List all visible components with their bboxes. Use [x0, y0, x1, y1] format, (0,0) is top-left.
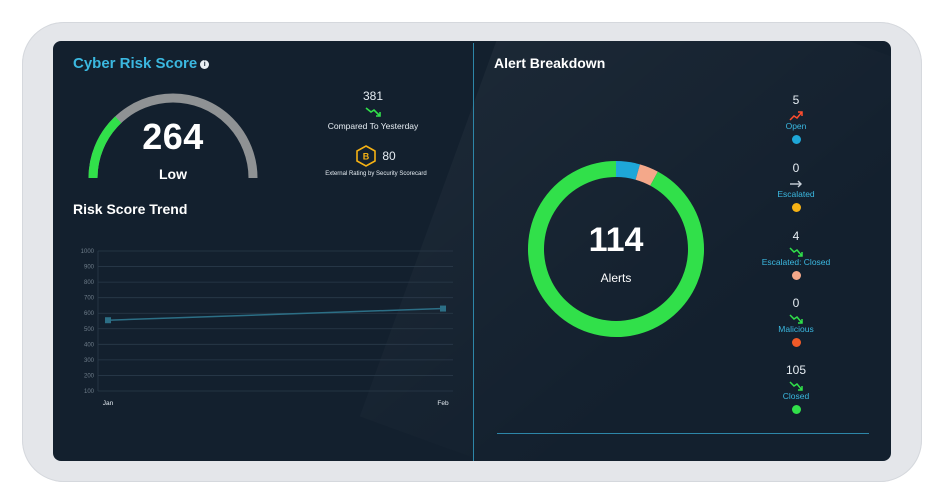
cyber-risk-panel: Cyber Risk Score i 264 Low 381 Compared T… [53, 41, 473, 461]
donut-slice-closed[interactable] [528, 161, 704, 337]
x-tick-label: Feb [437, 400, 449, 407]
alert-breakdown-title: Alert Breakdown [494, 55, 606, 71]
compared-to-yesterday: 381 Compared To Yesterday [308, 89, 438, 131]
hexagon-badge-icon: B [356, 145, 377, 167]
risk-trend-title: Risk Score Trend [73, 201, 188, 217]
y-tick-label: 1000 [81, 249, 95, 255]
risk-score-value: 264 [142, 116, 204, 157]
y-tick-label: 100 [84, 389, 95, 395]
legend-item-escalated[interactable]: 0 Escalated [736, 161, 856, 212]
y-tick-label: 800 [84, 280, 95, 286]
trend-down-icon [789, 247, 803, 257]
y-tick-label: 300 [84, 358, 95, 364]
y-tick-label: 200 [84, 373, 95, 379]
legend-label: Escalated: Closed [761, 257, 831, 267]
trend-point[interactable] [440, 305, 446, 312]
legend-color-dot [791, 203, 801, 212]
trend-line [107, 307, 444, 321]
y-tick-label: 900 [84, 265, 95, 271]
legend-count: 5 [792, 93, 800, 107]
compared-value: 381 [362, 89, 384, 103]
legend-count: 105 [785, 363, 807, 377]
cyber-risk-title: Cyber Risk Score i [73, 55, 210, 72]
trend-down-icon [789, 314, 803, 324]
alert-total-label: Alerts [600, 271, 632, 285]
legend-item-open[interactable]: 5 Open [736, 93, 856, 144]
alert-breakdown-panel: Alert Breakdown 114 Alerts 5 Open 0 Escalat… [474, 41, 891, 461]
legend-item-escalated-closed[interactable]: 4 Escalated: Closed [736, 229, 856, 280]
trend-up-icon [789, 111, 803, 121]
trend-flat-icon [790, 180, 802, 188]
legend-label: Closed [782, 391, 810, 401]
trend-down-icon [789, 381, 803, 391]
legend-item-malicious[interactable]: 0 Malicious [736, 296, 856, 347]
legend-label: Malicious [778, 324, 814, 334]
panel-divider [473, 43, 474, 461]
gauge-fill [88, 116, 122, 179]
alert-total: 114 [588, 221, 644, 259]
cyber-risk-title-text: Cyber Risk Score [73, 55, 198, 72]
legend-color-dot [791, 135, 801, 144]
panel-bottom-rule [497, 433, 869, 434]
alert-donut-chart [528, 161, 704, 337]
y-tick-label: 500 [84, 327, 95, 333]
rating-value: 80 [382, 149, 396, 163]
compared-label: Compared To Yesterday [327, 121, 419, 131]
legend-label: Open [785, 121, 807, 131]
rating-label: External Rating by Security Scorecard [325, 171, 427, 177]
risk-gauge [88, 93, 258, 179]
risk-score-trend-chart: 100 200 300 400 500 600 700 800 900 1000 Jan Feb [81, 249, 453, 407]
legend-color-dot [791, 405, 801, 414]
legend-item-closed[interactable]: 105 Closed [736, 363, 856, 414]
external-rating: B 80 External Rating by Security Scoreca… [301, 145, 451, 177]
y-tick-label: 700 [84, 296, 95, 302]
legend-count: 0 [792, 161, 800, 175]
dashboard-screen: Cyber Risk Score i 264 Low 381 Compared T… [53, 41, 891, 461]
trend-down-icon [308, 105, 438, 119]
rating-grade: B [363, 152, 370, 162]
donut-slice-open[interactable] [615, 161, 640, 180]
y-tick-label: 400 [84, 342, 95, 348]
x-tick-label: Jan [103, 400, 114, 407]
legend-count: 0 [792, 296, 800, 310]
donut-slice-escalated-closed[interactable] [635, 164, 658, 186]
legend-color-dot [791, 271, 801, 280]
info-icon[interactable]: i [200, 59, 210, 69]
legend-color-dot [791, 338, 801, 347]
legend-count: 4 [792, 229, 800, 243]
y-tick-label: 600 [84, 311, 95, 317]
risk-level-label: Low [159, 166, 187, 182]
trend-point[interactable] [105, 317, 111, 324]
legend-label: Escalated [777, 189, 815, 199]
